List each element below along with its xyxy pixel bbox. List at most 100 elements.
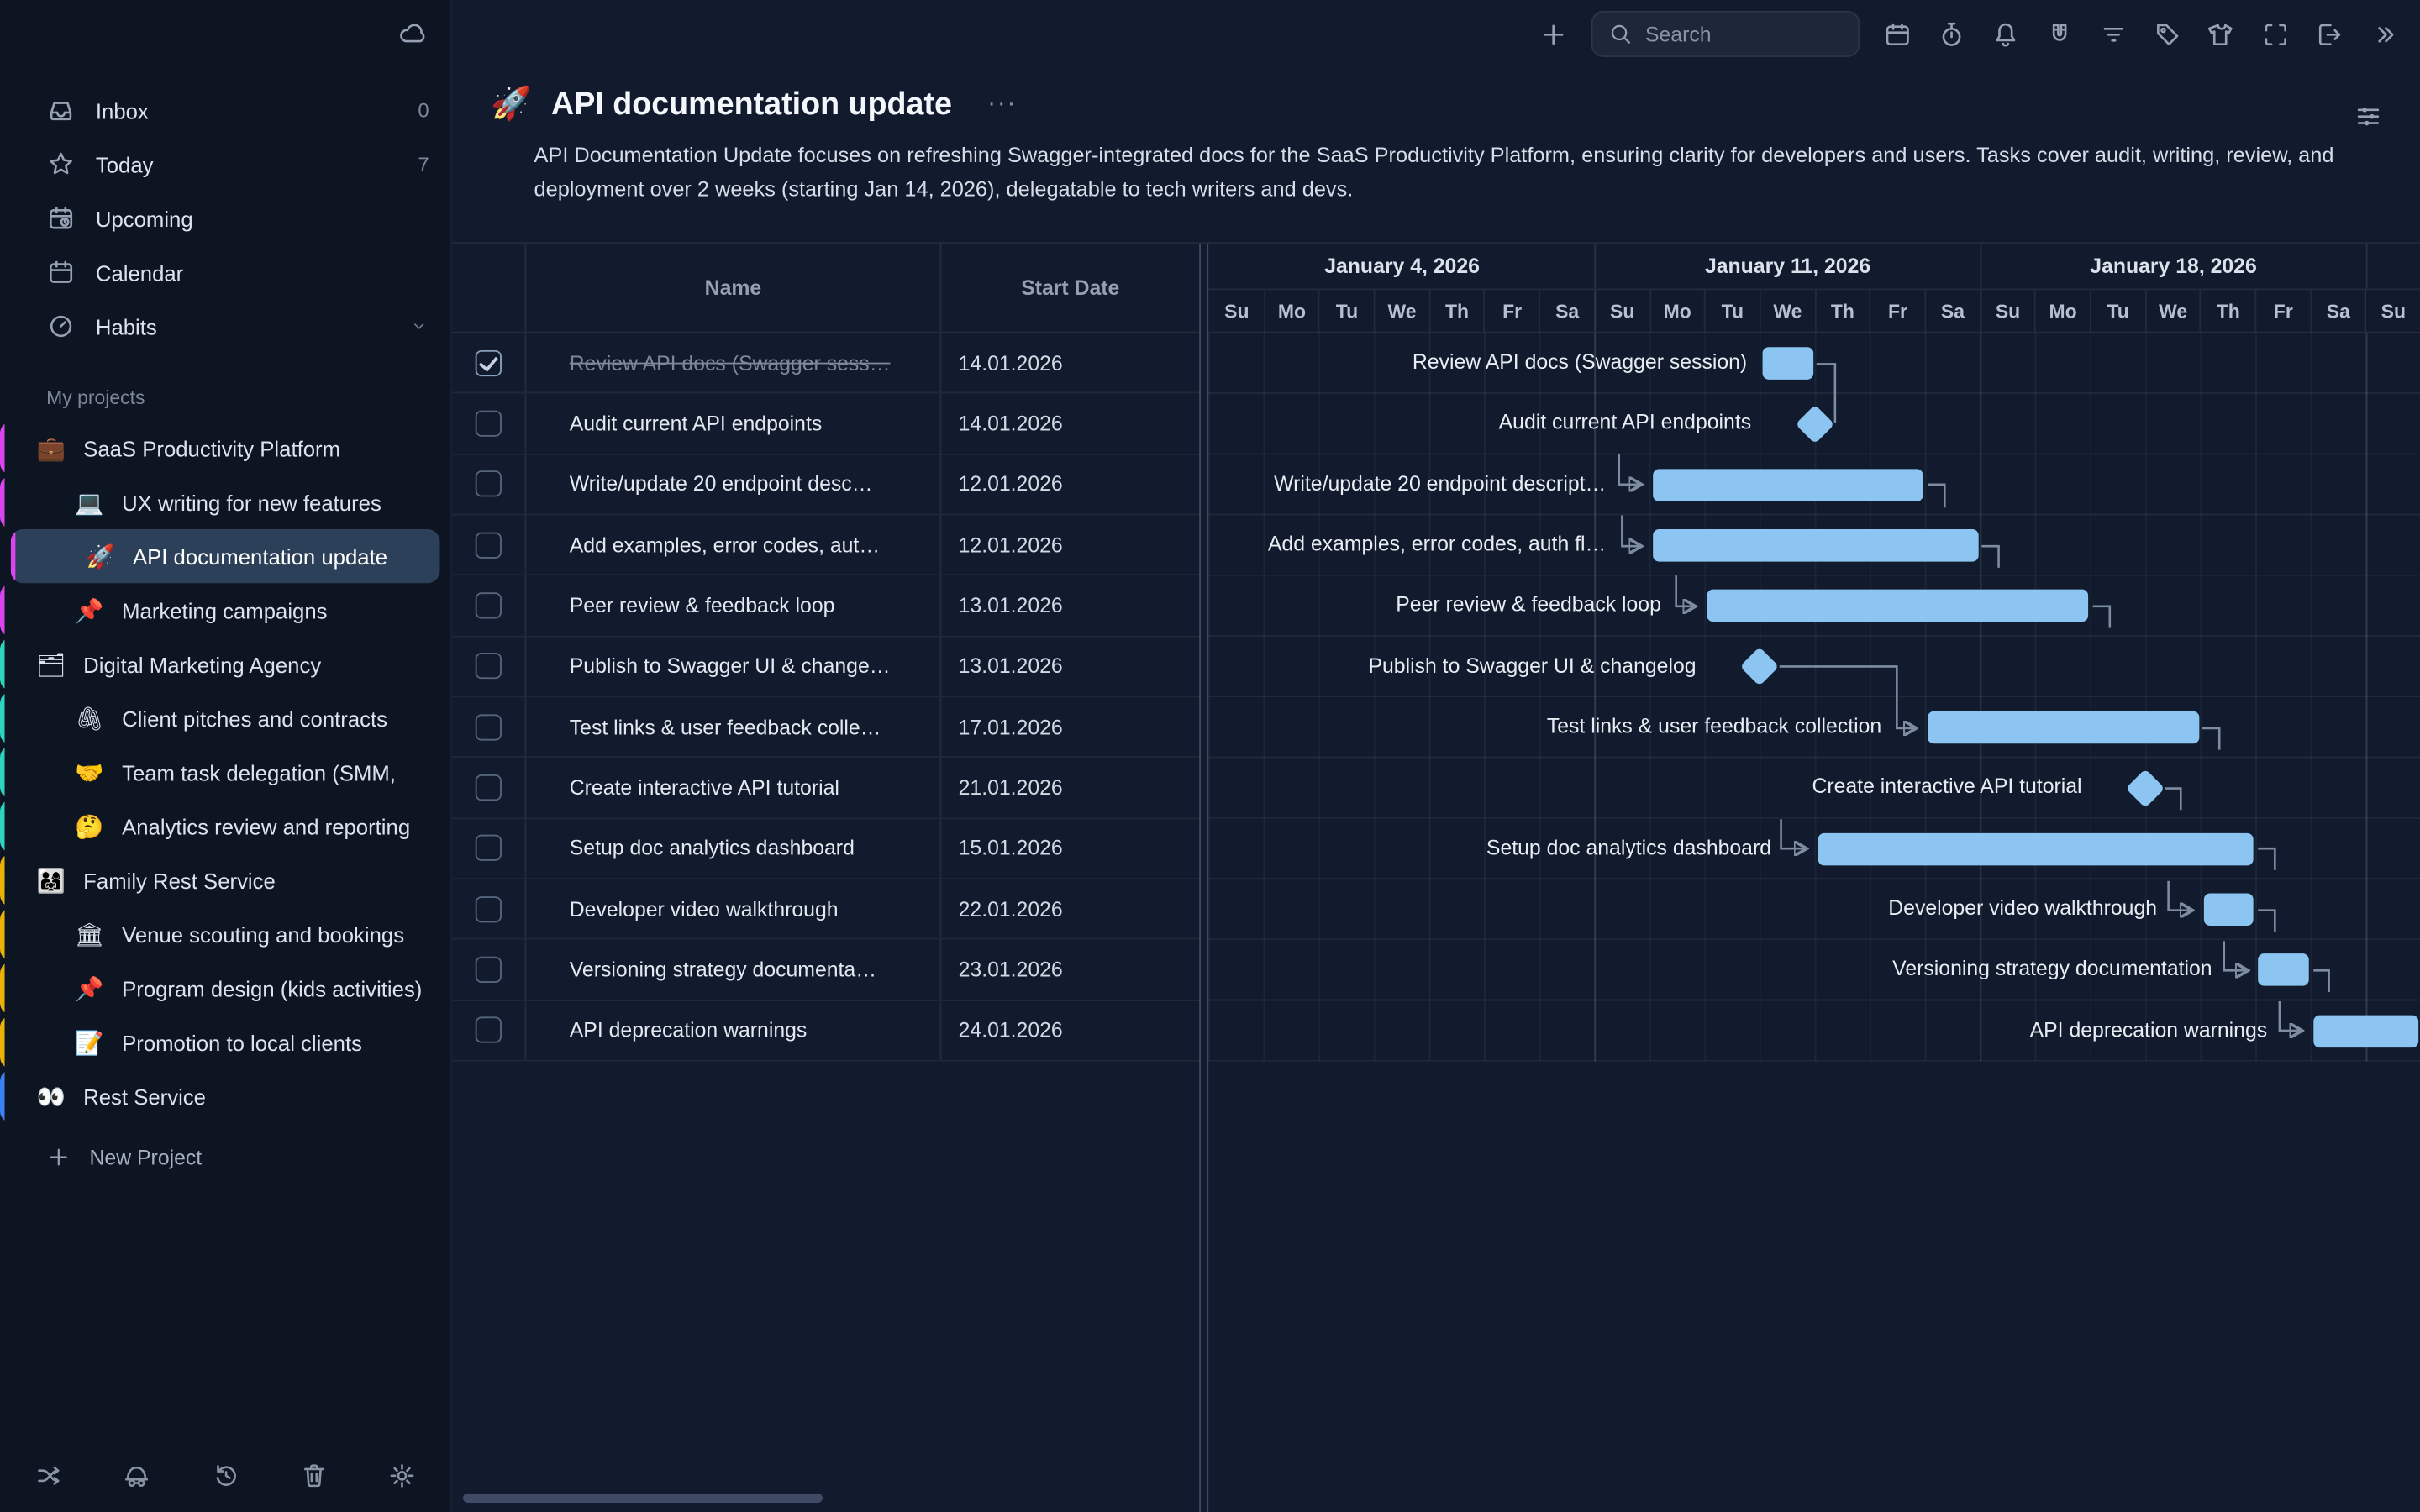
- project-item[interactable]: 📝 Promotion to local clients: [0, 1015, 450, 1069]
- task-start-date[interactable]: 13.01.2026: [939, 575, 1200, 636]
- column-header-name[interactable]: Name: [524, 244, 939, 332]
- task-name[interactable]: Audit current API endpoints: [524, 393, 939, 454]
- project-item[interactable]: 🗂 Digital Marketing Agency: [0, 637, 450, 691]
- cloud-sync-icon[interactable]: [397, 18, 426, 48]
- task-checkbox[interactable]: [475, 956, 502, 983]
- checkbox-cell: [452, 394, 524, 453]
- checkbox-cell: [452, 637, 524, 696]
- project-item[interactable]: 🖇 Client pitches and contracts: [0, 690, 450, 746]
- more-options-icon[interactable]: ···: [987, 91, 1018, 118]
- gantt-bar[interactable]: [2203, 893, 2254, 926]
- project-item[interactable]: 🤔 Analytics review and reporting: [0, 799, 450, 853]
- table-row: Create interactive API tutorial 21.01.202…: [452, 758, 1200, 819]
- task-name[interactable]: Versioning strategy documenta…: [524, 940, 939, 1000]
- project-item[interactable]: 🤝 Team task delegation (SMM,: [0, 745, 450, 800]
- task-start-date[interactable]: 24.01.2026: [939, 1000, 1200, 1060]
- history-icon[interactable]: [211, 1461, 240, 1490]
- magnet-icon[interactable]: [2045, 19, 2075, 49]
- task-name[interactable]: API deprecation warnings: [524, 1000, 939, 1060]
- sidebar-item-calendar[interactable]: Calendar: [0, 245, 450, 299]
- gantt-header: January 4, 2026 January 11, 2026 January 1…: [1208, 244, 2420, 333]
- gantt-task-label: Peer review & feedback loop: [1396, 592, 1661, 617]
- project-item[interactable]: 🚀 API documentation update: [10, 528, 440, 584]
- calendar-icon[interactable]: [1883, 19, 1912, 49]
- task-start-date[interactable]: 12.01.2026: [939, 454, 1200, 514]
- project-item[interactable]: 📌 Program design (kids activities): [0, 961, 450, 1016]
- gantt-bar[interactable]: [1707, 590, 2089, 622]
- task-checkbox[interactable]: [475, 470, 502, 498]
- project-item[interactable]: 💻 UX writing for new features: [0, 475, 450, 529]
- timer-icon[interactable]: [1937, 19, 1966, 49]
- task-start-date[interactable]: 21.01.2026: [939, 758, 1200, 817]
- gantt-task-label: Versioning strategy documentation: [1892, 957, 2212, 980]
- task-start-date[interactable]: 15.01.2026: [939, 818, 1200, 879]
- gantt-task-label: Developer video walkthrough: [1888, 896, 2158, 920]
- project-item[interactable]: 👀 Rest Service: [0, 1068, 450, 1124]
- task-start-date[interactable]: 22.01.2026: [939, 879, 1200, 939]
- gantt-day-header: Mo: [2034, 290, 2090, 332]
- task-start-date[interactable]: 12.01.2026: [939, 515, 1200, 575]
- task-name[interactable]: Write/update 20 endpoint desc…: [524, 454, 939, 514]
- scan-icon[interactable]: [2261, 19, 2291, 49]
- column-header-start-date[interactable]: Start Date: [939, 244, 1200, 332]
- shuffle-icon[interactable]: [34, 1461, 63, 1490]
- filter-icon[interactable]: [2099, 19, 2128, 49]
- project-item[interactable]: 📌 Marketing campaigns: [0, 583, 450, 638]
- gantt-bar[interactable]: [1762, 347, 1813, 380]
- task-checkbox[interactable]: [475, 713, 502, 740]
- task-start-date[interactable]: 13.01.2026: [939, 636, 1200, 696]
- new-project-button[interactable]: New Project: [46, 1145, 450, 1169]
- task-checkbox[interactable]: [475, 895, 502, 922]
- task-start-date[interactable]: 17.01.2026: [939, 697, 1200, 757]
- task-name[interactable]: Setup doc analytics dashboard: [524, 818, 939, 879]
- task-name[interactable]: Developer video walkthrough: [524, 879, 939, 939]
- gantt-bar[interactable]: [1818, 832, 2254, 865]
- task-name[interactable]: Publish to Swagger UI & change…: [524, 636, 939, 696]
- task-name[interactable]: Create interactive API tutorial: [524, 758, 939, 817]
- trash-icon[interactable]: [299, 1461, 329, 1490]
- task-start-date[interactable]: 14.01.2026: [939, 333, 1200, 393]
- task-name[interactable]: Test links & user feedback colle…: [524, 697, 939, 757]
- horizontal-scrollbar[interactable]: [463, 1493, 823, 1503]
- project-item[interactable]: 👨‍👩‍👧 Family Rest Service: [0, 853, 450, 907]
- task-name[interactable]: Add examples, error codes, aut…: [524, 515, 939, 575]
- task-name[interactable]: Review API docs (Swagger sess…: [524, 333, 939, 393]
- task-start-date[interactable]: 23.01.2026: [939, 940, 1200, 1000]
- incognito-icon[interactable]: [123, 1461, 152, 1490]
- gantt-bar[interactable]: [1652, 528, 1979, 562]
- item-count: 7: [418, 152, 429, 176]
- task-checkbox[interactable]: [475, 592, 502, 619]
- task-name[interactable]: Peer review & feedback loop: [524, 575, 939, 636]
- add-icon[interactable]: [1539, 19, 1568, 49]
- task-checkbox[interactable]: [475, 835, 502, 862]
- gantt-bar[interactable]: [1652, 468, 1923, 501]
- sidebar-item-today[interactable]: Today 7: [0, 137, 450, 191]
- sidebar-item-upcoming[interactable]: Upcoming: [0, 192, 450, 245]
- sidebar-item-inbox[interactable]: Inbox 0: [0, 83, 450, 137]
- task-start-date[interactable]: 14.01.2026: [939, 393, 1200, 454]
- search-input[interactable]: Search: [1591, 10, 1860, 57]
- double-chevron-icon[interactable]: [2369, 19, 2398, 49]
- bell-icon[interactable]: [1991, 19, 2020, 49]
- gantt-bar[interactable]: [2258, 953, 2309, 987]
- pane-splitter[interactable]: [1199, 244, 1209, 1512]
- task-checkbox[interactable]: [475, 774, 502, 801]
- gantt-task-label: Add examples, error codes, auth fl…: [1267, 532, 1607, 556]
- task-checkbox[interactable]: [475, 1016, 502, 1044]
- tshirt-icon[interactable]: [2207, 19, 2237, 49]
- task-checkbox[interactable]: [475, 410, 502, 437]
- export-icon[interactable]: [2315, 19, 2344, 49]
- task-checkbox[interactable]: [475, 532, 502, 559]
- gear-icon[interactable]: [387, 1461, 417, 1490]
- gantt-bar[interactable]: [1928, 711, 2199, 744]
- project-item[interactable]: 💼 SaaS Productivity Platform: [0, 421, 450, 475]
- task-checkbox[interactable]: [475, 653, 502, 680]
- view-options-icon[interactable]: [2354, 102, 2383, 131]
- tag-icon[interactable]: [2153, 19, 2182, 49]
- gantt-bar[interactable]: [2313, 1014, 2419, 1047]
- project-item[interactable]: 🏛 Venue scouting and bookings: [0, 906, 450, 962]
- search-icon: [1608, 22, 1633, 46]
- sidebar-item-habits[interactable]: Habits: [0, 299, 450, 353]
- task-checkbox[interactable]: [475, 349, 502, 376]
